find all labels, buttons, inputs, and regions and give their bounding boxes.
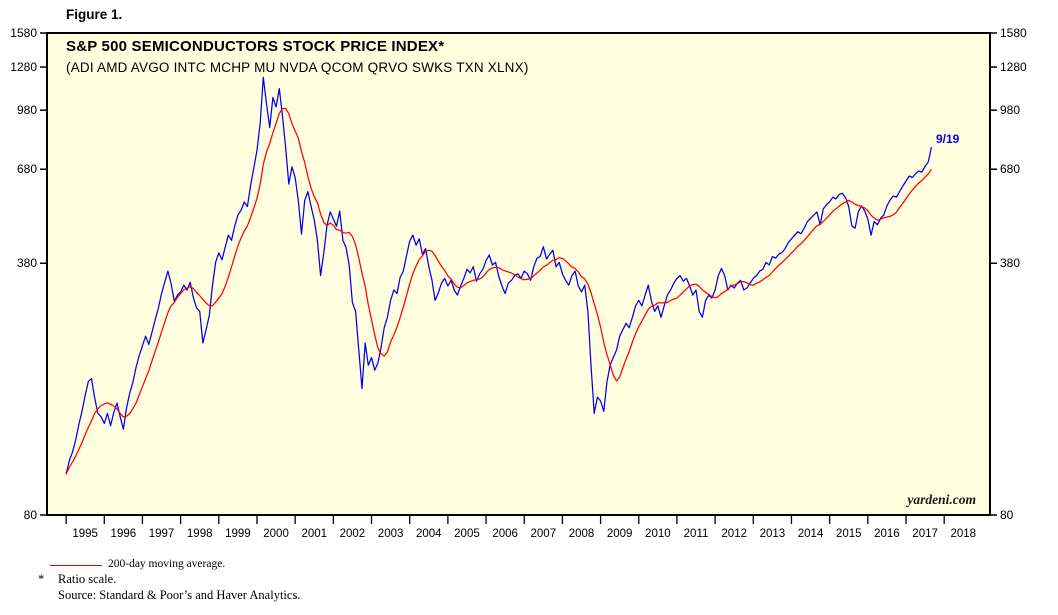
- y-axis-tick-label-left: 380: [17, 256, 37, 270]
- x-axis-year-label: 2009: [607, 528, 633, 540]
- x-axis-year-label: 2011: [684, 528, 709, 540]
- source-note: Source: Standard & Poor’s and Haver Anal…: [58, 588, 301, 602]
- y-axis-tick-label-left: 80: [24, 508, 38, 522]
- x-axis-year-label: 1998: [187, 528, 213, 540]
- x-axis-year-label: 2006: [492, 528, 518, 540]
- x-axis-year-label: 1996: [111, 528, 137, 540]
- x-axis-year-label: 2013: [760, 528, 786, 540]
- x-axis-year-label: 2015: [836, 528, 862, 540]
- footnote-marker: *: [38, 572, 45, 586]
- moving-average-line: [65, 107, 933, 475]
- legend-line-swatch: [50, 565, 102, 566]
- x-axis-year-label: 2001: [301, 528, 327, 540]
- watermark: yardeni.com: [907, 492, 976, 507]
- x-axis-year-label: 2004: [416, 528, 442, 540]
- plot-frame: [46, 32, 991, 516]
- x-axis-year-label: 2012: [721, 528, 747, 540]
- x-axis-year-label: 1999: [225, 528, 251, 540]
- x-axis-year-label: 2016: [874, 528, 900, 540]
- x-axis-year-label: 2003: [378, 528, 404, 540]
- footnote-ratio-scale: Ratio scale.: [58, 572, 117, 586]
- legend-label: 200-day moving average.: [108, 558, 226, 570]
- y-axis-tick-label-right: 380: [1000, 256, 1020, 270]
- y-axis-tick-label-left: 680: [17, 162, 37, 176]
- y-axis-tick-label-left: 1280: [10, 60, 37, 74]
- x-axis-year-label: 2000: [263, 528, 289, 540]
- x-axis-year-label: 2002: [340, 528, 366, 540]
- end-date-annotation: 9/19: [936, 132, 960, 146]
- x-axis-year-label: 2005: [454, 528, 480, 540]
- y-axis-tick-label-right: 1580: [1000, 26, 1027, 40]
- x-axis-year-label: 1995: [72, 528, 98, 540]
- x-axis-year-label: 2007: [531, 528, 557, 540]
- y-axis-tick-label-right: 1280: [1000, 60, 1027, 74]
- chart-title: S&P 500 SEMICONDUCTORS STOCK PRICE INDEX…: [66, 38, 445, 55]
- y-axis-tick-label-right: 80: [1000, 508, 1014, 522]
- y-axis-tick-label-right: 980: [1000, 103, 1020, 117]
- x-axis-year-label: 2008: [569, 528, 595, 540]
- y-axis-tick-label-left: 1580: [10, 26, 37, 40]
- x-axis-year-label: 2014: [798, 528, 824, 540]
- y-axis-tick-label-left: 980: [17, 103, 37, 117]
- chart-subtitle: (ADI AMD AVGO INTC MCHP MU NVDA QCOM QRV…: [66, 60, 529, 75]
- y-axis-tick-label-right: 680: [1000, 162, 1020, 176]
- figure-label: Figure 1.: [66, 7, 123, 22]
- x-axis-year-label: 2018: [950, 528, 976, 540]
- x-axis-year-label: 2010: [645, 528, 671, 540]
- x-axis-year-label: 2017: [912, 528, 938, 540]
- x-axis-year-label: 1997: [149, 528, 175, 540]
